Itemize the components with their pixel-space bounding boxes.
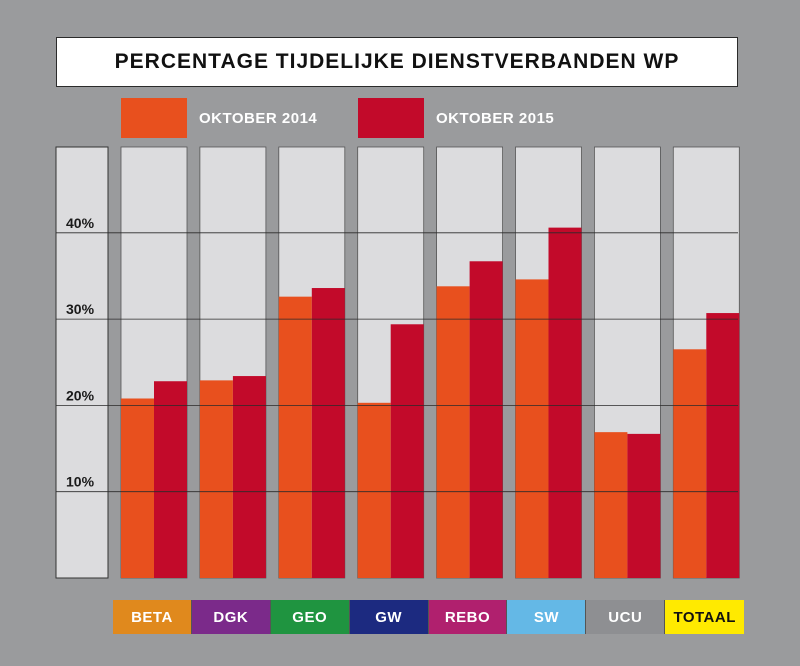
y-axis-panel: [55, 146, 109, 579]
chart-title: PERCENTAGE TIJDELIJKE DIENSTVERBANDEN WP: [56, 37, 738, 87]
bar-dgk-2015: [232, 376, 266, 578]
y-tick-label: 20%: [66, 387, 95, 403]
bar-sw-2015: [548, 227, 582, 578]
bar-dgk-2014: [199, 380, 233, 578]
bar-rebo-2014: [436, 286, 470, 578]
bar-ucu-2015: [627, 433, 661, 578]
bar-geo-2015: [311, 288, 345, 578]
y-tick-label: 10%: [66, 474, 95, 490]
bar-geo-2014: [278, 296, 312, 578]
category-label-rebo: REBO: [428, 600, 508, 634]
category-label-geo: GEO: [270, 600, 350, 634]
bar-sw-2014: [515, 279, 549, 578]
bar-beta-2014: [121, 398, 154, 578]
bar-totaal-2014: [673, 349, 707, 578]
category-label-gw: GW: [349, 600, 429, 634]
category-label-totaal: TOTAAL: [665, 600, 745, 634]
bar-beta-2015: [154, 381, 187, 578]
category-label-beta: BETA: [113, 600, 192, 634]
legend-label-2014: OKTOBER 2014: [199, 110, 318, 127]
legend-label-2015: OKTOBER 2015: [436, 110, 555, 127]
category-label-ucu: UCU: [586, 600, 666, 634]
bar-rebo-2015: [469, 261, 503, 578]
y-tick-label: 40%: [66, 215, 95, 231]
legend-swatch-2014: [121, 98, 187, 138]
category-strip: BETA DGK GEO GW REBO SW UCU TOTAAL: [113, 600, 745, 634]
category-label-dgk: DGK: [191, 600, 271, 634]
category-label-sw: SW: [507, 600, 587, 634]
bar-ucu-2014: [594, 432, 628, 578]
bar-gw-2014: [357, 402, 391, 578]
legend-swatch-2015: [358, 98, 424, 138]
bar-totaal-2015: [706, 313, 740, 578]
y-tick-label: 30%: [66, 301, 95, 317]
bar-gw-2015: [390, 324, 424, 578]
